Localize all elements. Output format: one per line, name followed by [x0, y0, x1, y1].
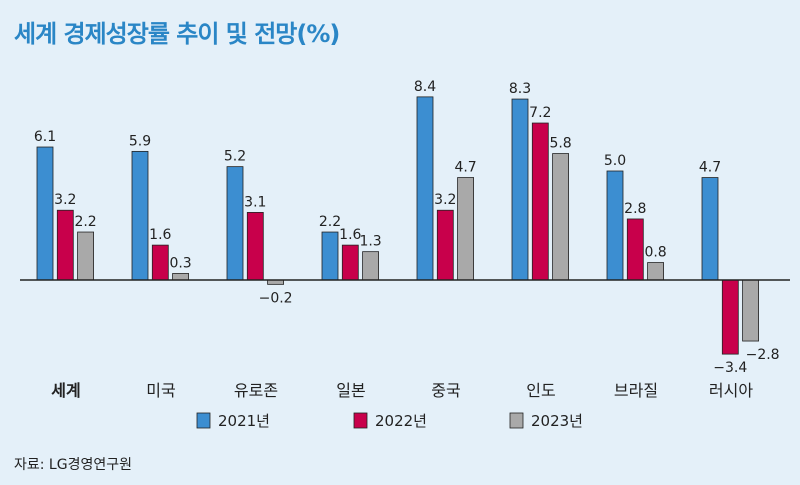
legend-label: 2022년	[375, 412, 427, 430]
category-labels-group: 세계 미국 유로존 일본 중국 인도 브라질 러시아	[51, 381, 753, 400]
value-label: 7.2	[529, 105, 551, 121]
category-label: 유로존	[234, 381, 278, 400]
bar-중국-2023년	[457, 177, 475, 281]
category-label: 인도	[526, 381, 555, 400]
value-labels-group: 6.13.22.25.91.60.35.23.1−0.22.21.61.38.4…	[34, 79, 780, 376]
bar-세계-2023년	[77, 231, 94, 281]
bar-인도-2021년	[511, 98, 529, 281]
value-label: −2.8	[746, 347, 780, 363]
value-label: 3.1	[244, 194, 266, 210]
bar-러시아-2021년	[701, 177, 719, 281]
bar-러시아-2023년	[742, 279, 759, 342]
value-label: −0.2	[259, 290, 293, 306]
value-label: 4.7	[454, 160, 476, 176]
category-label: 러시아	[709, 381, 753, 400]
value-label: 3.2	[434, 192, 456, 208]
value-label: 3.2	[54, 192, 76, 208]
legend: 2021년 2022년 2023년	[196, 412, 583, 430]
category-label: 미국	[146, 381, 175, 400]
legend-swatch-2021년	[196, 412, 211, 429]
bar-미국-2023년	[172, 273, 190, 281]
value-label: 1.3	[359, 234, 381, 250]
value-label: 0.3	[169, 255, 191, 271]
legend-label: 2023년	[531, 412, 583, 430]
legend-swatch-2022년	[353, 412, 368, 429]
chart-title: 세계 경제성장률 추이 및 전망(%)	[14, 20, 340, 48]
bar-세계-2021년	[36, 146, 54, 281]
value-label: 1.6	[149, 227, 171, 243]
bar-세계-2022년	[56, 209, 74, 281]
bars-group	[36, 96, 759, 355]
legend-label: 2021년	[218, 412, 270, 430]
value-label: 1.6	[339, 227, 361, 243]
source-note: 자료: LG경영연구원	[14, 457, 132, 473]
bar-중국-2022년	[436, 209, 454, 281]
category-label: 세계	[51, 381, 80, 400]
category-label: 중국	[431, 381, 460, 400]
category-label: 브라질	[614, 381, 658, 400]
value-label: 0.8	[644, 245, 666, 261]
value-label: 8.4	[414, 79, 436, 95]
bar-유로존-2022년	[246, 212, 264, 281]
bar-유로존-2021년	[226, 166, 244, 281]
value-label: −3.4	[713, 360, 747, 376]
legend-swatch-2023년	[509, 412, 524, 429]
value-label: 5.8	[549, 136, 571, 152]
value-label: 2.2	[74, 214, 96, 230]
value-label: 6.1	[34, 129, 56, 145]
bar-중국-2021년	[416, 96, 434, 281]
value-label: 2.2	[319, 214, 341, 230]
bar-브라질-2022년	[626, 218, 644, 281]
bar-브라질-2021년	[606, 170, 624, 281]
bar-chart: 6.13.22.25.91.60.35.23.1−0.22.21.61.38.4…	[20, 79, 790, 430]
bar-브라질-2023년	[647, 262, 664, 281]
category-label: 일본	[336, 381, 365, 400]
bar-미국-2021년	[131, 150, 149, 281]
bar-러시아-2022년	[721, 279, 739, 355]
value-label: 2.8	[624, 201, 646, 217]
value-label: 4.7	[699, 160, 721, 176]
value-label: 5.0	[604, 153, 626, 169]
bar-인도-2022년	[531, 122, 549, 281]
bar-일본-2023년	[362, 251, 380, 281]
bar-일본-2022년	[341, 244, 359, 281]
value-label: 8.3	[509, 81, 531, 97]
bar-일본-2021년	[321, 231, 339, 281]
value-label: 5.2	[224, 149, 246, 165]
value-label: 5.9	[129, 133, 151, 149]
bar-인도-2023년	[552, 153, 569, 281]
bar-미국-2022년	[151, 244, 169, 281]
